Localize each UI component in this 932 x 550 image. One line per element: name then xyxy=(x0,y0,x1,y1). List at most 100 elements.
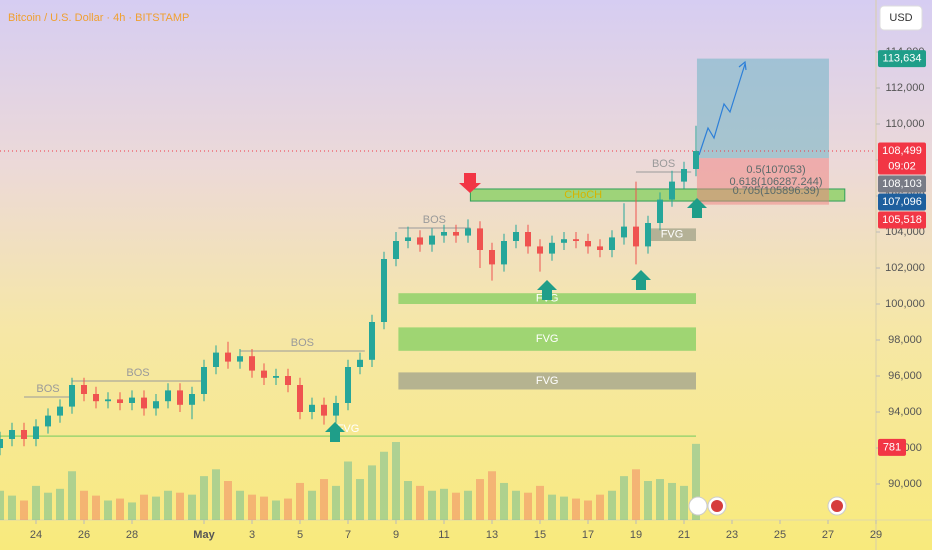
price-badge-label: 108,103 xyxy=(882,178,922,190)
projection-path xyxy=(698,63,746,156)
zone-label: FVG xyxy=(337,423,360,435)
volume-bar xyxy=(404,481,412,520)
price-badge-label: 107,096 xyxy=(882,196,922,208)
volume-bar xyxy=(620,476,628,520)
candle-body xyxy=(0,439,3,449)
candle-body xyxy=(549,242,555,254)
candle-body xyxy=(69,385,75,407)
event-icon xyxy=(711,500,723,512)
bos-label: BOS xyxy=(652,158,675,170)
candle-body xyxy=(333,403,339,416)
volume-bar xyxy=(596,494,604,520)
volume-bar xyxy=(524,492,532,520)
bos-label: BOS xyxy=(423,214,446,226)
y-tick-label: 90,000 xyxy=(888,478,922,490)
currency: USD xyxy=(889,12,912,24)
candle-body xyxy=(309,404,315,413)
y-tick-label: 102,000 xyxy=(885,262,925,274)
volume-bar xyxy=(560,496,568,520)
volume-bar xyxy=(584,500,592,520)
volume-bar xyxy=(296,482,304,520)
volume-bar xyxy=(536,485,544,520)
x-tick-label: 11 xyxy=(438,529,449,541)
y-tick-label: 104,000 xyxy=(885,226,925,238)
volume-bar xyxy=(212,469,220,520)
volume-bar xyxy=(200,476,208,520)
volume-bar xyxy=(152,496,160,520)
candle-body xyxy=(597,246,603,251)
volume-bar xyxy=(224,481,232,520)
currency-button[interactable] xyxy=(879,5,923,31)
y-tick-label: 98,000 xyxy=(888,334,922,346)
volume-bar xyxy=(500,482,508,520)
candle-body xyxy=(177,390,183,405)
candle-body xyxy=(609,237,615,251)
volume-bar xyxy=(464,490,472,520)
target-zone xyxy=(696,58,829,159)
x-tick-label: 24 xyxy=(30,529,42,541)
volume-bar xyxy=(104,500,112,520)
bos-label: BOS xyxy=(291,337,314,349)
candle-body xyxy=(453,232,459,236)
volume-bar xyxy=(392,442,400,520)
candle-body xyxy=(213,352,219,368)
volume-bar xyxy=(0,490,4,520)
volume-bar xyxy=(116,498,124,520)
candle-body xyxy=(621,226,627,238)
price-badge-label: 108,499 xyxy=(882,145,922,157)
volume-bar xyxy=(260,496,268,520)
x-tick-label: 7 xyxy=(345,529,351,541)
x-tick-label: 21 xyxy=(678,529,690,541)
candle-body xyxy=(561,239,567,243)
zone-label: FVG xyxy=(661,229,684,241)
candle-body xyxy=(645,223,651,247)
stop-zone xyxy=(696,158,829,205)
fib-label: 0.5(107053) xyxy=(746,164,805,176)
candle-body xyxy=(201,367,207,395)
candle-body xyxy=(21,430,27,440)
x-tick-label: 5 xyxy=(297,529,303,541)
zone xyxy=(398,327,696,351)
candle-body xyxy=(237,356,243,362)
candle-body xyxy=(525,232,531,247)
price-badge xyxy=(878,193,926,211)
candle-body xyxy=(681,169,687,182)
sell-arrow xyxy=(459,173,481,193)
volume-bar xyxy=(284,498,292,520)
volume-badge xyxy=(878,438,906,456)
bos-label: BOS xyxy=(126,367,149,379)
x-tick-label: 9 xyxy=(393,529,399,541)
price-badge xyxy=(878,175,926,193)
buy-arrow xyxy=(325,422,345,442)
volume-bar xyxy=(548,494,556,520)
candle-body xyxy=(417,237,423,245)
price-badge xyxy=(878,142,926,175)
volume-bar xyxy=(56,488,64,520)
x-tick-label: May xyxy=(193,529,215,541)
volume-bar xyxy=(608,490,616,520)
volume-bar xyxy=(656,479,664,520)
volume-bar xyxy=(8,495,16,520)
candle-body xyxy=(249,356,255,371)
candle-body xyxy=(489,250,495,265)
zone-label: CHoCH xyxy=(564,189,602,201)
volume-bar xyxy=(416,485,424,520)
zone xyxy=(648,228,696,242)
candle-body xyxy=(441,232,447,236)
candle-body xyxy=(57,406,63,416)
volume-bar xyxy=(368,465,376,520)
price-badge xyxy=(878,211,926,229)
volume-bar xyxy=(272,500,280,520)
buy-arrow xyxy=(537,280,557,300)
event-icon[interactable] xyxy=(688,496,708,516)
candle-body xyxy=(369,322,375,360)
buy-arrow xyxy=(687,198,707,218)
volume-bar xyxy=(668,482,676,520)
candle-body xyxy=(33,426,39,440)
x-tick-label: 17 xyxy=(582,529,594,541)
candle-body xyxy=(633,226,639,247)
candle-body xyxy=(93,394,99,402)
chart-title: Bitcoin / U.S. Dollar · 4h · BITSTAMP xyxy=(8,12,189,24)
candle-body xyxy=(105,399,111,402)
volume-bar xyxy=(680,485,688,520)
